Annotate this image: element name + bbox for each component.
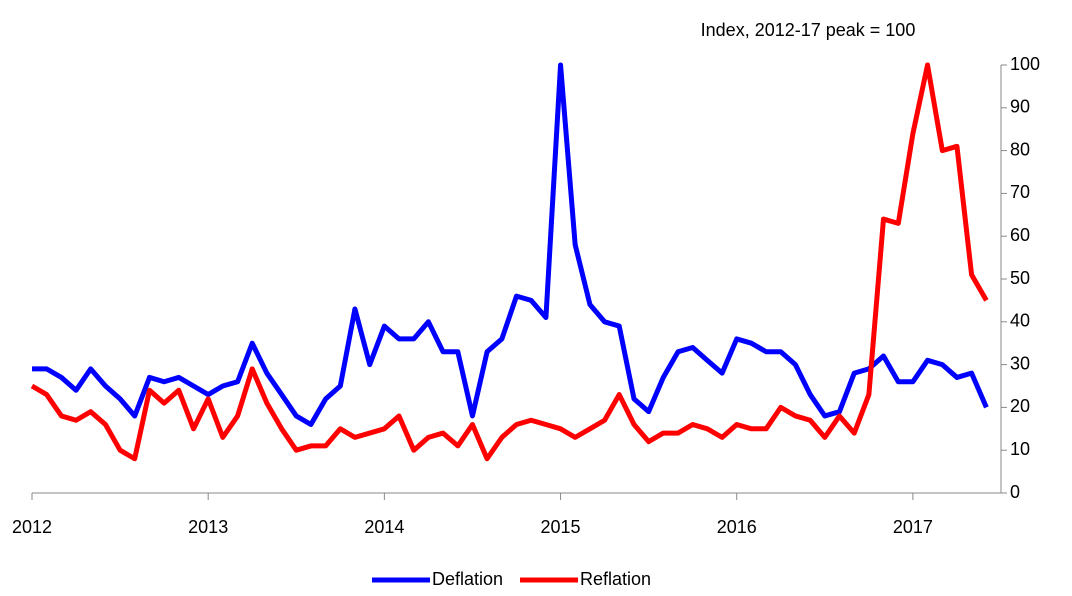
x-tick-label: 2016 — [717, 517, 757, 537]
x-tick-label: 2012 — [12, 517, 52, 537]
x-tick-label: 2013 — [188, 517, 228, 537]
y-tick-label: 90 — [1010, 97, 1030, 117]
legend-label: Reflation — [580, 569, 651, 589]
y-tick-label: 20 — [1010, 396, 1030, 416]
legend-label: Deflation — [432, 569, 503, 589]
y-tick-label: 100 — [1010, 54, 1040, 74]
y-tick-label: 50 — [1010, 268, 1030, 288]
data-line — [32, 62, 989, 428]
y-tick-label: 40 — [1010, 311, 1030, 331]
y-tick-label: 10 — [1010, 439, 1030, 459]
x-tick-label: 2014 — [364, 517, 404, 537]
x-tick-label: 2017 — [893, 517, 933, 537]
y-tick-label: 70 — [1010, 182, 1030, 202]
y-tick-label: 60 — [1010, 225, 1030, 245]
y-tick-label: 0 — [1010, 482, 1020, 502]
x-tick-label: 2015 — [541, 517, 581, 537]
y-tick-label: 30 — [1010, 353, 1030, 373]
chart-title: Index, 2012-17 peak = 100 — [701, 20, 916, 40]
data-line — [30, 62, 989, 462]
y-tick-label: 80 — [1010, 139, 1030, 159]
